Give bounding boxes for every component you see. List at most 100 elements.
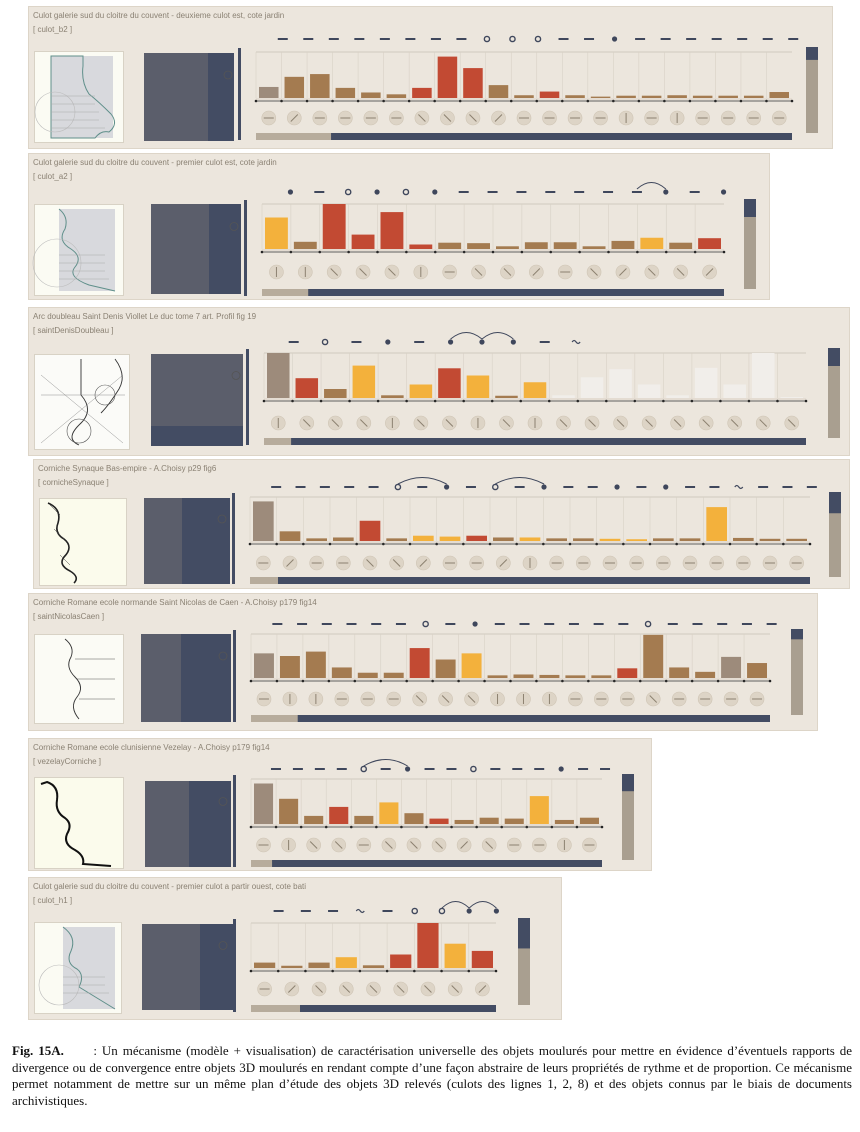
- rhythm-symbol-dot: [541, 484, 547, 490]
- rhythm-bar: [359, 520, 381, 541]
- rhythm-bar: [698, 238, 721, 249]
- progress-fill: [264, 438, 292, 445]
- profile-thumbnail: [34, 51, 124, 143]
- orientation-mark: [787, 419, 796, 427]
- rhythm-bar: [295, 378, 319, 398]
- progress-track: [251, 715, 770, 722]
- progress-fill: [251, 715, 298, 722]
- rhythm-symbol-dot: [611, 36, 618, 42]
- rhythm-bar: [435, 659, 456, 678]
- rhythm-bar: [322, 204, 346, 249]
- rhythm-bar: [743, 95, 764, 98]
- profile-drawing: [38, 926, 116, 1010]
- rhythm-bar: [437, 56, 458, 98]
- rhythm-bar: [653, 538, 674, 541]
- orientation-mark: [424, 985, 432, 993]
- left-vertical-bar: [233, 919, 236, 1012]
- rhythm-bar: [669, 667, 690, 678]
- rhythm-bar: [666, 395, 689, 398]
- orientation-mark: [388, 268, 396, 276]
- rhythm-bar: [513, 674, 534, 678]
- rhythm-bar: [552, 395, 575, 398]
- rhythm-bar: [409, 648, 430, 678]
- orientation-mark: [759, 419, 768, 427]
- rhythm-bar: [254, 653, 274, 678]
- rhythm-symbol-dot: [444, 484, 450, 490]
- rhythm-symbol-dot: [385, 339, 391, 345]
- rhythm-bar: [279, 531, 301, 541]
- panel-id: [ vezelayCorniche ]: [33, 757, 102, 766]
- rhythm-bar: [488, 85, 509, 98]
- orientation-mark: [443, 114, 452, 122]
- profile-blocks: [144, 53, 234, 141]
- rhythm-bar: [265, 217, 288, 249]
- rhythm-bar: [466, 375, 490, 398]
- rhythm-bar: [493, 537, 514, 541]
- orientation-mark: [478, 985, 487, 993]
- rhythm-bar: [519, 537, 541, 541]
- rhythm-bar: [529, 796, 549, 824]
- rhythm-bar: [667, 95, 687, 98]
- left-vertical-bar: [246, 349, 249, 445]
- profile-drawing: [34, 55, 115, 139]
- rotate-icon: [217, 514, 227, 524]
- orientation-mark: [647, 268, 656, 276]
- orientation-mark: [417, 419, 425, 427]
- rhythm-bar: [379, 802, 399, 824]
- rhythm-arc: [468, 901, 497, 909]
- rhythm-bar: [429, 818, 449, 824]
- rhythm-bar: [454, 819, 474, 824]
- orientation-mark: [302, 419, 311, 427]
- orientation-mark: [467, 695, 476, 703]
- rhythm-arc: [363, 759, 408, 767]
- rhythm-bar: [254, 783, 274, 824]
- rhythm-symbol-ring: [644, 620, 652, 628]
- rhythm-symbol-ring: [360, 765, 368, 773]
- orientation-mark: [649, 695, 658, 703]
- rhythm-bar: [380, 212, 404, 249]
- left-vertical-bar: [233, 775, 236, 867]
- rhythm-arc: [397, 477, 447, 485]
- rhythm-bar: [759, 538, 781, 541]
- orientation-mark: [331, 419, 340, 427]
- rhythm-bar: [438, 242, 462, 249]
- rhythm-bar: [383, 672, 404, 678]
- rhythm-bar: [281, 965, 303, 968]
- rhythm-bar: [706, 507, 727, 541]
- rhythm-symbol-ring: [402, 188, 410, 196]
- caption-label: Fig. 15A.: [12, 1043, 64, 1058]
- panel-id: [ culot_a2 ]: [33, 172, 73, 181]
- panel-title: Corniche Synaque Bas-empire - A.Choisy p…: [38, 464, 217, 473]
- panel-title: Corniche Romane ecole normande Saint Nic…: [33, 598, 317, 607]
- panel-title: Culot galerie sud du cloitre du couvent …: [33, 11, 285, 20]
- orientation-mark: [590, 268, 598, 276]
- rhythm-symbol-dot: [614, 484, 620, 490]
- rhythm-bar: [514, 95, 534, 98]
- rhythm-bar: [553, 242, 577, 249]
- rhythm-bar: [409, 244, 433, 249]
- rhythm-bar: [718, 95, 738, 98]
- axis-dot: [722, 250, 726, 254]
- rhythm-bar: [546, 538, 567, 541]
- rhythm-bar: [357, 672, 378, 678]
- orientation-mark: [309, 841, 318, 849]
- rhythm-symbol-dot: [720, 189, 727, 195]
- rhythm-bar: [487, 675, 508, 678]
- rhythm-bar: [723, 384, 746, 398]
- axis-dot: [600, 825, 604, 829]
- rhythm-bar: [413, 535, 434, 541]
- profile-blocks: [151, 204, 241, 294]
- orientation-mark: [342, 985, 351, 993]
- rhythm-symbol-ring: [470, 765, 477, 773]
- vertical-gauge-fill: [791, 629, 803, 640]
- rhythm-bar: [335, 957, 357, 968]
- left-vertical-bar: [244, 200, 247, 296]
- rhythm-symbol-dot: [493, 908, 499, 914]
- left-vertical-bar: [233, 630, 236, 722]
- orientation-mark: [559, 419, 568, 427]
- rhythm-bar: [409, 384, 433, 398]
- rhythm-arc: [450, 332, 483, 340]
- orientation-mark: [359, 419, 368, 427]
- rhythm-bar: [354, 815, 374, 824]
- rhythm-symbol-dot: [466, 908, 472, 914]
